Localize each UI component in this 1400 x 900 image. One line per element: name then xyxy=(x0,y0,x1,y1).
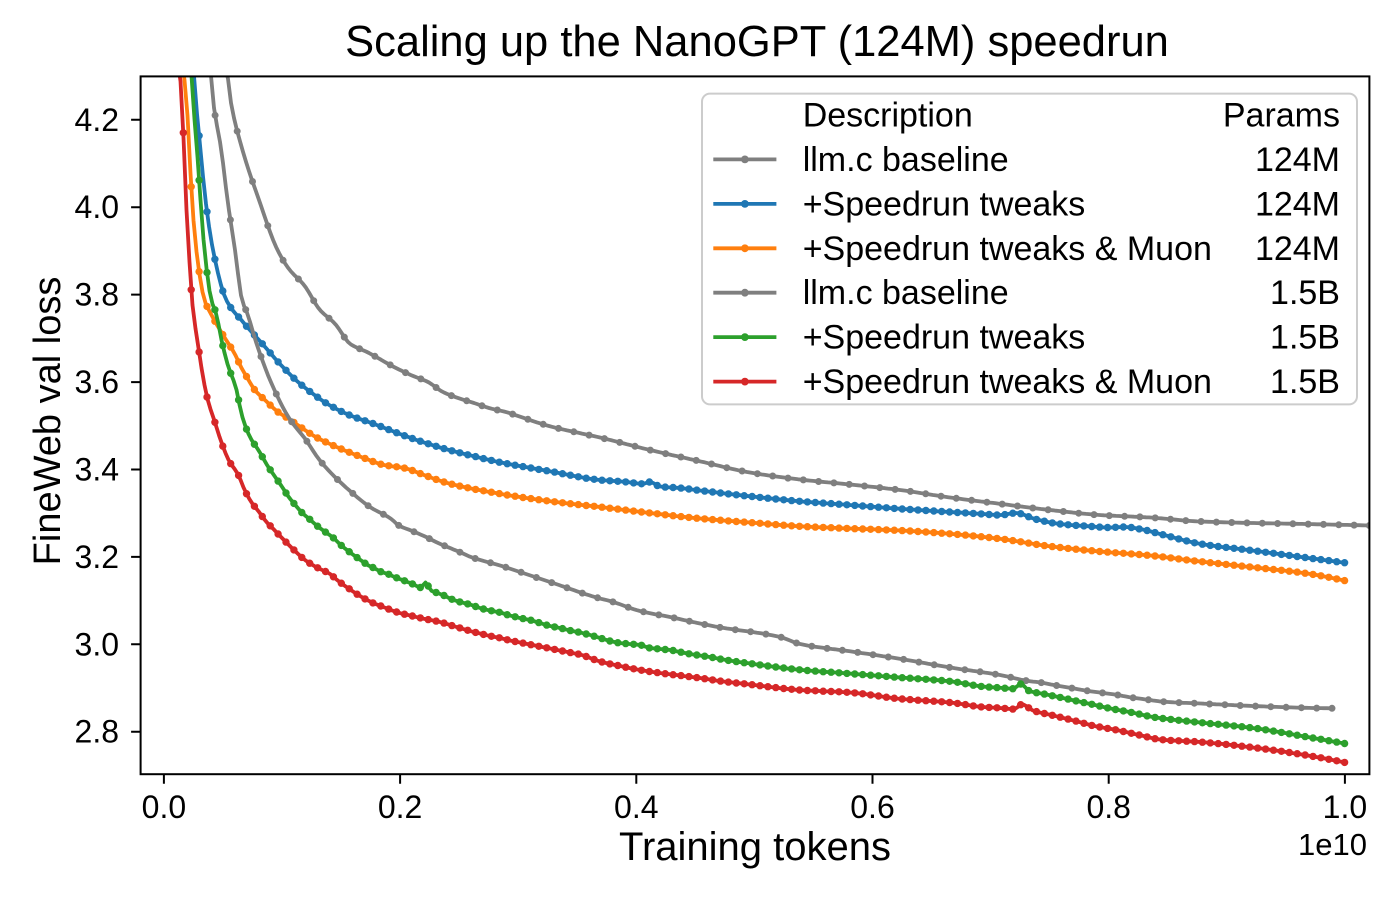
svg-text:1e10: 1e10 xyxy=(1298,827,1367,862)
svg-text:124M: 124M xyxy=(1255,185,1340,223)
svg-text:1.5B: 1.5B xyxy=(1270,274,1340,312)
svg-text:0.4: 0.4 xyxy=(614,789,658,825)
svg-text:3.0: 3.0 xyxy=(75,626,119,662)
svg-text:0.6: 0.6 xyxy=(850,789,894,825)
svg-text:Training tokens: Training tokens xyxy=(619,825,891,869)
svg-text:Scaling up the NanoGPT (124M): Scaling up the NanoGPT (124M) speedrun xyxy=(345,18,1169,66)
svg-text:4.0: 4.0 xyxy=(75,189,119,225)
svg-text:1.5B: 1.5B xyxy=(1270,363,1340,401)
svg-text:3.2: 3.2 xyxy=(75,539,119,575)
svg-text:+Speedrun tweaks & Muon: +Speedrun tweaks & Muon xyxy=(803,363,1212,401)
svg-text:Params: Params xyxy=(1223,97,1340,135)
svg-text:Description: Description xyxy=(803,97,973,135)
svg-text:2.8: 2.8 xyxy=(75,714,119,750)
svg-text:0.8: 0.8 xyxy=(1086,789,1130,825)
svg-text:llm.c baseline: llm.c baseline xyxy=(803,274,1009,312)
svg-text:+Speedrun tweaks: +Speedrun tweaks xyxy=(803,185,1086,223)
svg-text:llm.c baseline: llm.c baseline xyxy=(803,141,1009,179)
svg-text:3.4: 3.4 xyxy=(75,452,119,488)
svg-text:1.0: 1.0 xyxy=(1323,789,1367,825)
svg-text:0.2: 0.2 xyxy=(378,789,422,825)
svg-text:0.0: 0.0 xyxy=(142,789,186,825)
svg-text:+Speedrun tweaks: +Speedrun tweaks xyxy=(803,319,1086,357)
svg-text:3.6: 3.6 xyxy=(75,364,119,400)
svg-text:124M: 124M xyxy=(1255,230,1340,268)
svg-text:1.5B: 1.5B xyxy=(1270,319,1340,357)
svg-text:4.2: 4.2 xyxy=(75,102,119,138)
svg-text:124M: 124M xyxy=(1255,141,1340,179)
svg-text:+Speedrun tweaks & Muon: +Speedrun tweaks & Muon xyxy=(803,230,1212,268)
svg-text:FineWeb val loss: FineWeb val loss xyxy=(27,277,69,566)
svg-text:3.8: 3.8 xyxy=(75,277,119,313)
